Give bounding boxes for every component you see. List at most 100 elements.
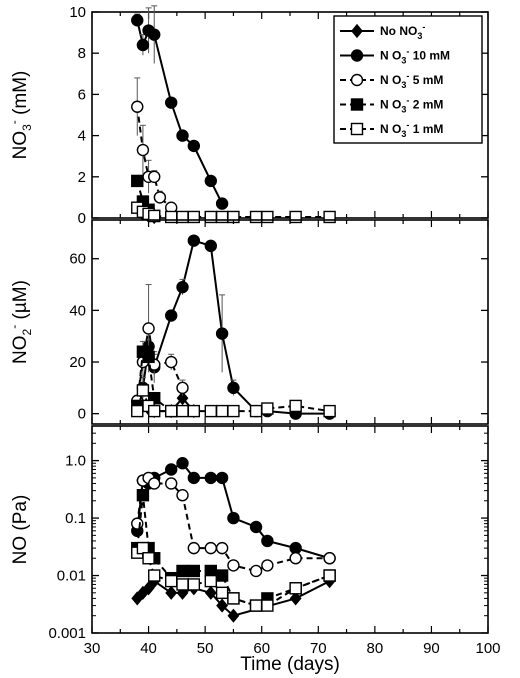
panel-bottom: 0.001 0.01 0.1 1.0 30 40 50 60 70 80 90 100 Time (da… [10,425,501,675]
legend-label-part: 1 mM [409,122,443,136]
x-tick-label: 80 [367,640,384,657]
data-point [204,210,218,224]
data-point [261,210,274,224]
series-4 [131,384,336,418]
series-line [136,387,330,413]
y-tick-label: 40 [69,302,86,319]
data-point [289,591,302,606]
y-axis-label: NO (Pa) [10,495,31,565]
legend: No NO3-N O3- 10 mMN O3- 5 mMN O3- 2 mMN … [333,15,483,144]
data-point [187,541,201,555]
data-point [216,598,229,613]
x-tick-label: 90 [423,640,440,657]
y-tick-label: 8 [78,45,86,62]
data-point [164,309,178,322]
data-point [227,592,240,605]
data-point [187,210,201,224]
data-point [249,520,263,534]
data-point [187,578,201,591]
x-tick-label: 100 [475,640,500,657]
data-point [176,210,189,224]
data-point [249,404,263,418]
legend-label-part: 3 [401,129,406,139]
data-point [164,355,178,369]
x-tick-label: 50 [197,640,214,657]
data-point [289,582,302,595]
data-point [323,569,336,582]
y-tick-label: 0 [78,210,86,227]
x-tick-label: 40 [140,640,157,657]
data-point [176,381,189,395]
data-point [164,404,178,418]
data-point [215,471,229,485]
y-tick-label: 0.1 [65,510,86,527]
data-point [131,100,144,113]
data-point [204,174,218,188]
plot-frame [91,425,489,634]
data-point [176,404,189,418]
legend-label-part: No NO [380,24,417,38]
data-point [289,541,302,555]
data-point [164,574,178,588]
data-point [261,559,274,572]
y-tick-label: 2 [78,169,86,186]
data-point [176,129,189,142]
data-point [142,322,155,335]
data-point [227,511,240,525]
data-point [131,174,144,188]
series-2 [131,471,336,578]
legend-label-part: N O [380,73,401,87]
legend-label-part: 3 [401,56,406,66]
data-point [187,564,201,578]
data-point [142,350,155,364]
legend-label-part: - [406,120,409,130]
data-point [204,239,218,253]
y-axis-label-part: (Pa) [10,495,31,536]
series-1 [131,5,229,210]
data-point [187,404,201,418]
data-point [136,143,150,157]
data-point [215,197,229,210]
data-point [153,191,167,204]
legend-label-part: 3 [417,31,422,41]
data-point [176,488,189,502]
data-point [176,391,189,406]
data-point [249,599,263,612]
data-point [249,210,263,224]
data-point [204,404,218,418]
data-point [136,384,150,397]
legend-label: N O3- 5 mM [380,71,443,90]
data-point [323,404,336,418]
legend-marker [350,49,364,62]
legend-marker [350,73,364,87]
data-point [142,581,155,596]
legend-marker [350,122,364,136]
data-point [215,586,229,600]
data-point [164,96,178,109]
data-point [148,404,161,418]
data-point [148,569,161,582]
data-point [204,574,218,588]
data-point [289,399,302,413]
data-point [204,585,217,600]
y-tick-label: 0.001 [48,625,86,642]
legend-label-part: 2 mM [409,98,443,112]
series-line [136,461,330,560]
series-1 [131,457,336,565]
legend-label: N O3- 10 mM [380,47,450,66]
legend-label-part: - [406,96,409,106]
legend-label-part: - [406,47,409,57]
data-point [176,457,189,470]
legend-label: N O3- 2 mM [380,96,443,115]
series-1 [131,234,336,420]
legend-marker [351,23,363,39]
data-point [204,471,218,485]
data-point [323,210,336,224]
legend-label-part: - [422,22,425,32]
x-axis-label: Time (days) [240,654,340,675]
y-tick-label: 60 [69,251,86,268]
series-4 [131,201,336,224]
data-point [204,541,218,555]
y-tick-label: 1.0 [65,453,86,470]
